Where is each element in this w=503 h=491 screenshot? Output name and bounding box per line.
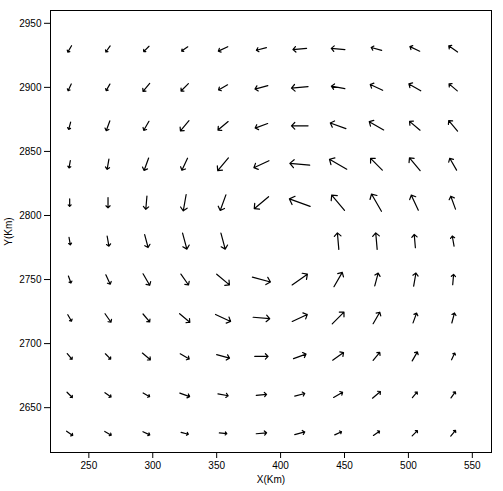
svg-text:500: 500 bbox=[400, 460, 417, 471]
svg-text:2850: 2850 bbox=[19, 146, 42, 157]
svg-text:300: 300 bbox=[144, 460, 161, 471]
svg-text:Y(Km): Y(Km) bbox=[3, 217, 14, 245]
svg-text:350: 350 bbox=[208, 460, 225, 471]
svg-text:2900: 2900 bbox=[19, 82, 42, 93]
svg-text:550: 550 bbox=[464, 460, 481, 471]
svg-text:2800: 2800 bbox=[19, 210, 42, 221]
svg-text:2750: 2750 bbox=[19, 274, 42, 285]
svg-text:2950: 2950 bbox=[19, 18, 42, 29]
svg-text:400: 400 bbox=[272, 460, 289, 471]
svg-text:2650: 2650 bbox=[19, 402, 42, 413]
svg-text:X(Km): X(Km) bbox=[257, 474, 285, 485]
svg-text:450: 450 bbox=[336, 460, 353, 471]
svg-text:250: 250 bbox=[81, 460, 98, 471]
svg-text:2700: 2700 bbox=[19, 338, 42, 349]
